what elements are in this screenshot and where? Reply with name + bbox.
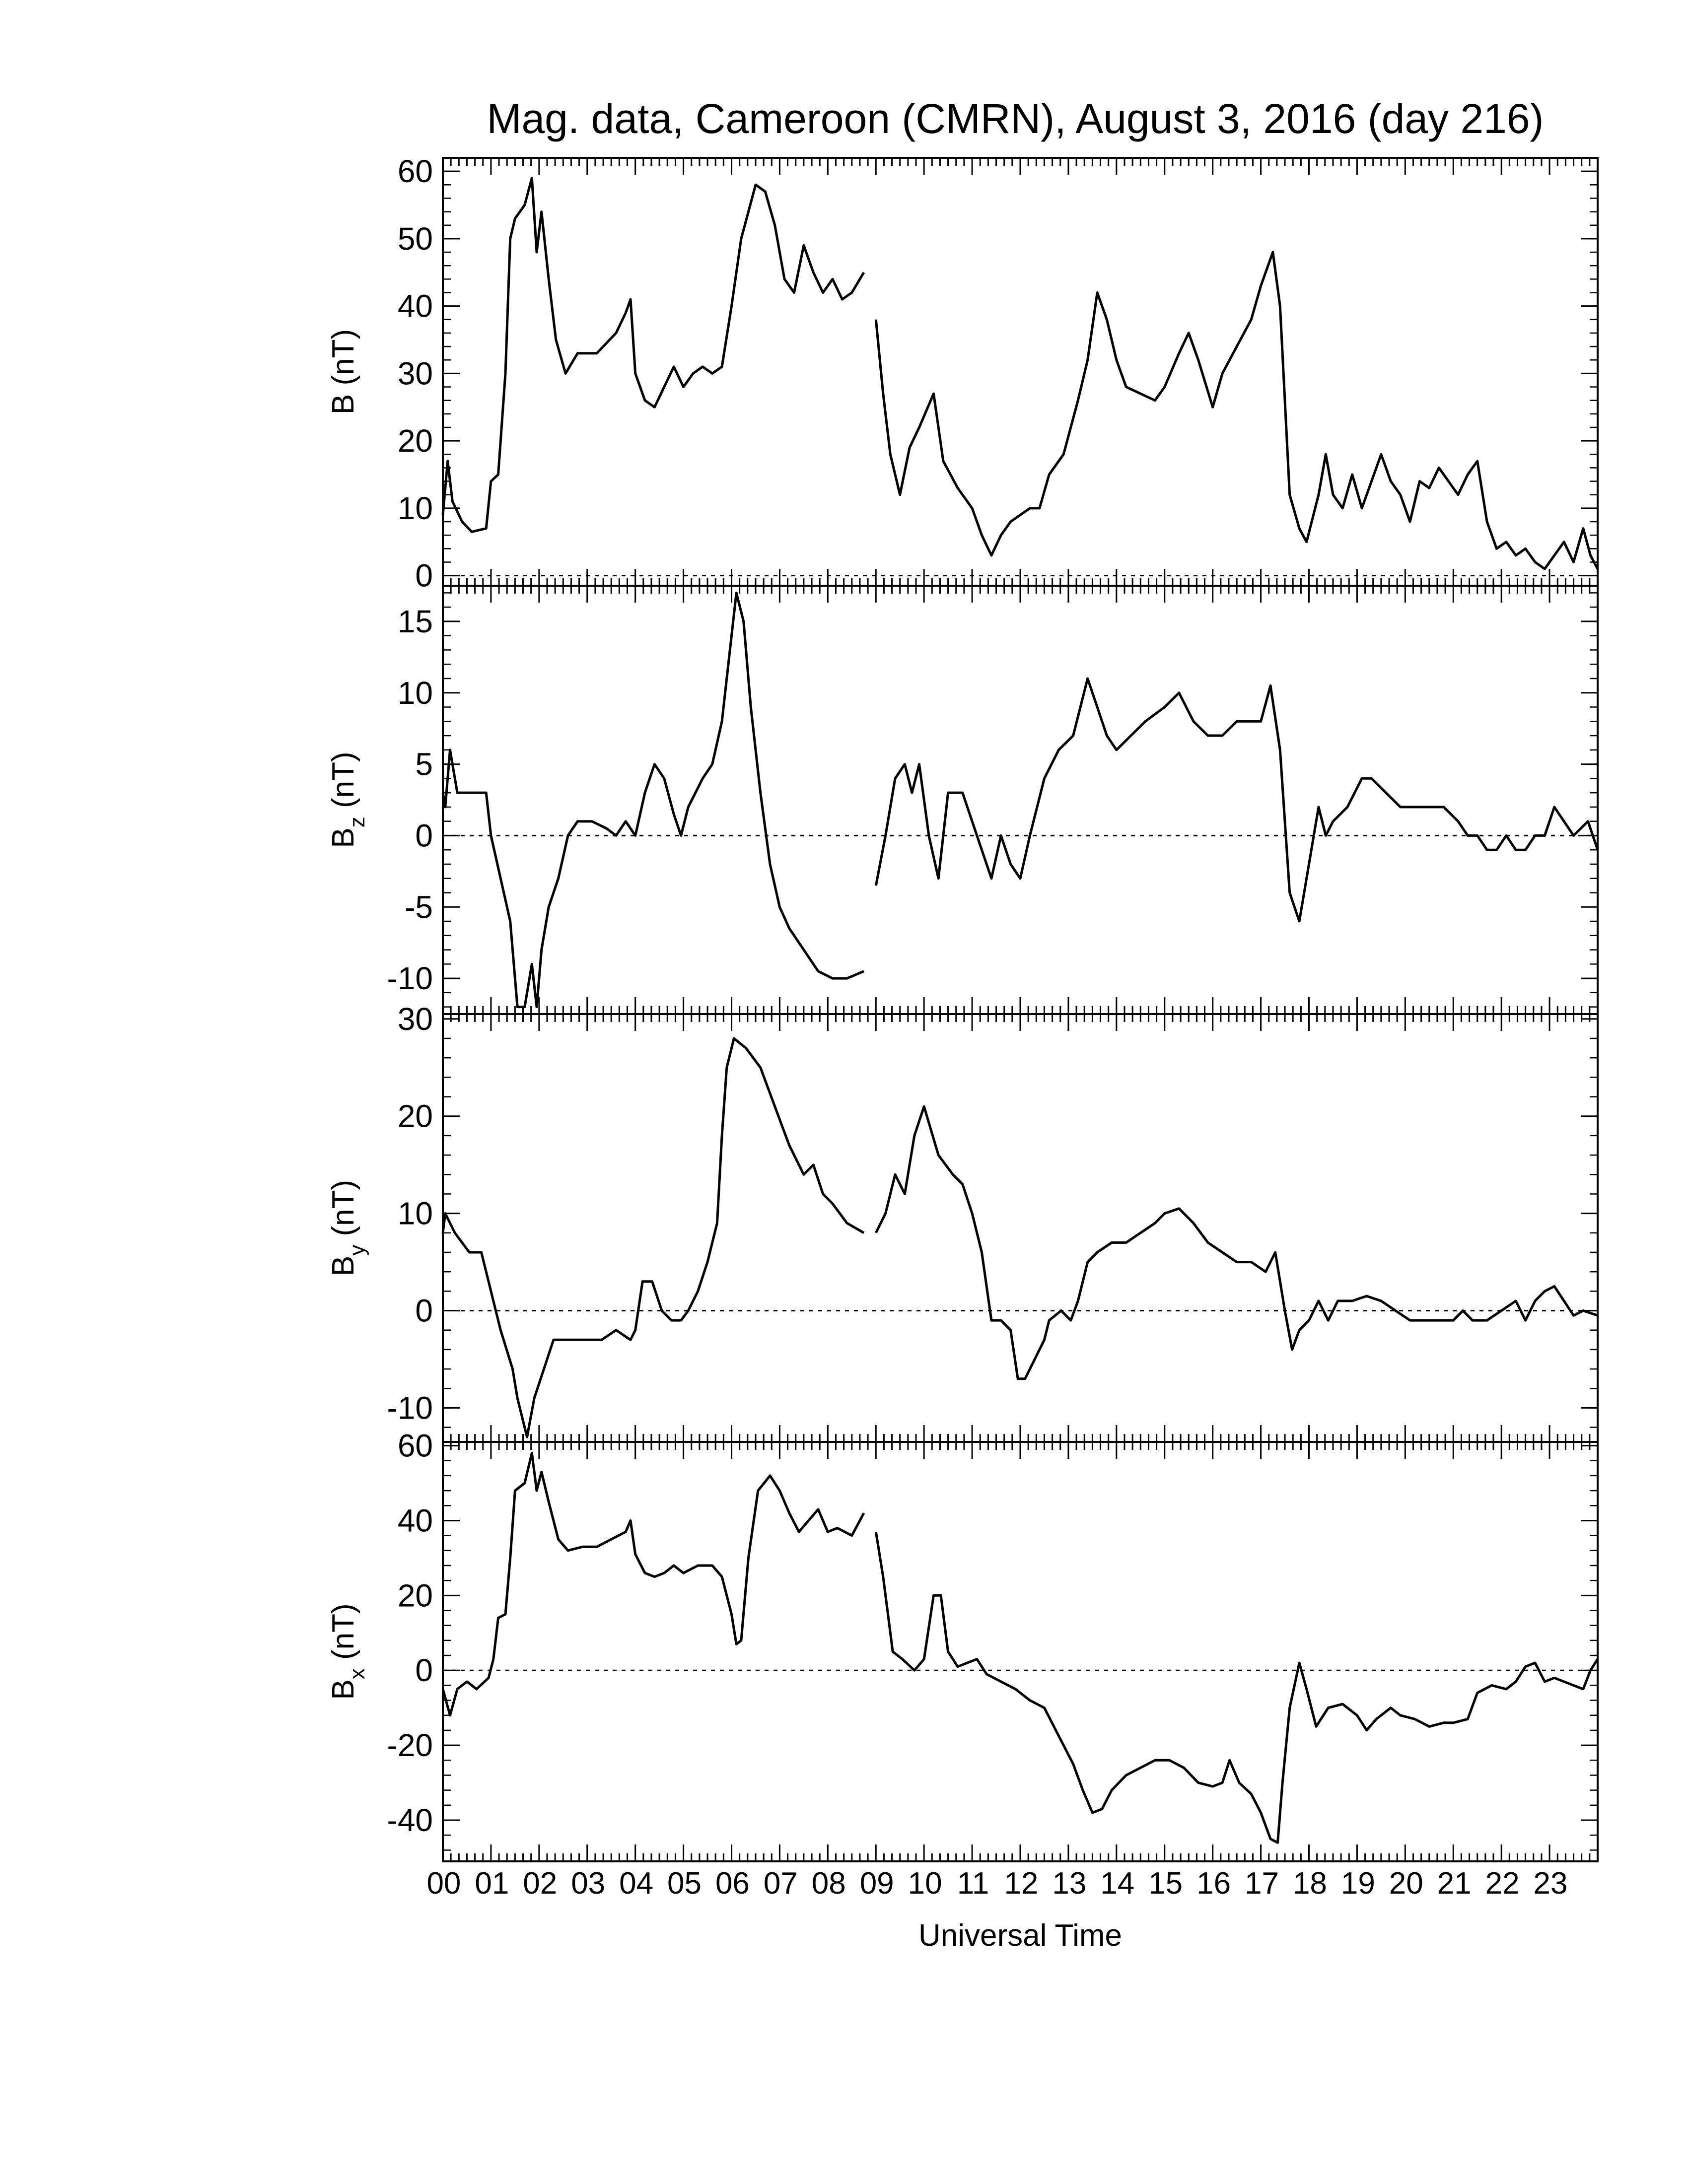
y-tick-label: 40 xyxy=(398,288,433,324)
y-label-main: B xyxy=(326,1679,360,1700)
x-axis-label: Universal Time xyxy=(918,1918,1122,1953)
y-tick-label: 0 xyxy=(415,818,433,853)
y-label-subscript: x xyxy=(345,1668,369,1679)
x-tick-label: 20 xyxy=(1389,1866,1423,1901)
y-label-unit: (nT) xyxy=(326,1603,360,1668)
y-tick-label: 0 xyxy=(415,1293,433,1329)
x-tick-label: 11 xyxy=(957,1866,989,1901)
series-line-Bz xyxy=(874,677,1599,923)
x-tick-label: 07 xyxy=(764,1866,798,1901)
y-axis-label: By (nT) xyxy=(326,1180,369,1276)
y-tick-label: 40 xyxy=(398,1502,433,1538)
series-line-B xyxy=(441,177,865,533)
y-label-unit: (nT) xyxy=(326,751,360,817)
y-tick-label: 10 xyxy=(398,1196,433,1231)
y-tick-label: 10 xyxy=(398,675,433,711)
x-tick-label: 17 xyxy=(1245,1866,1279,1901)
y-label-main: B xyxy=(326,827,360,848)
x-tick-label: 15 xyxy=(1148,1866,1183,1901)
y-label-subscript: z xyxy=(345,817,369,827)
x-tick-label: 16 xyxy=(1196,1866,1231,1901)
y-label-subscript: y xyxy=(345,1245,369,1256)
y-tick-label: -10 xyxy=(387,960,433,996)
series-line-Bx xyxy=(874,1531,1599,1844)
y-tick-label: 10 xyxy=(398,490,433,526)
series-line-B xyxy=(874,251,1599,570)
x-tick-label: 03 xyxy=(571,1866,605,1901)
x-tick-label: 22 xyxy=(1485,1866,1520,1901)
x-tick-label: 18 xyxy=(1293,1866,1327,1901)
x-tick-label: 23 xyxy=(1534,1866,1568,1901)
y-tick-label: -40 xyxy=(387,1802,433,1838)
panel-Bx: -40 -20 0 20 40 60 Bx (nT) xyxy=(326,1428,1599,1862)
y-tick-label: -20 xyxy=(387,1727,433,1763)
y-tick-label: 0 xyxy=(415,558,433,594)
y-label-unit: (nT) xyxy=(326,329,360,394)
y-tick-label: 30 xyxy=(398,355,433,391)
y-tick-label: 30 xyxy=(398,1001,433,1037)
x-tick-label: 05 xyxy=(667,1866,702,1901)
y-axis-label: Bz (nT) xyxy=(326,751,369,848)
x-tick-label: 01 xyxy=(475,1866,509,1901)
y-tick-label: 20 xyxy=(398,1577,433,1613)
series-line-By xyxy=(441,1037,865,1438)
x-tick-label: 09 xyxy=(860,1866,894,1901)
x-tick-label: 14 xyxy=(1100,1866,1134,1901)
y-axis-label: Bx (nT) xyxy=(326,1603,369,1700)
y-axis-label: B (nT) xyxy=(326,329,360,414)
y-tick-label: 50 xyxy=(398,221,433,257)
x-tick-label: 21 xyxy=(1437,1866,1472,1901)
y-label-main: B xyxy=(326,394,360,414)
x-tick-label: 08 xyxy=(812,1866,846,1901)
x-tick-label: 13 xyxy=(1052,1866,1086,1901)
y-tick-label: 0 xyxy=(415,1652,433,1688)
series-line-Bx xyxy=(441,1452,865,1717)
x-tick-label: 19 xyxy=(1341,1866,1375,1901)
x-tick-label: 02 xyxy=(523,1866,557,1901)
y-tick-label: 60 xyxy=(398,153,433,189)
series-line-By xyxy=(875,1105,1598,1380)
x-tick-label: 00 xyxy=(426,1866,461,1901)
y-label-unit: (nT) xyxy=(326,1180,360,1245)
y-tick-label: -5 xyxy=(405,889,433,925)
panel-Bz: -10 -5 0 5 10 15 Bz (nT) xyxy=(326,585,1599,1015)
panel-B: 0 10 20 30 40 50 60 B (nT) xyxy=(326,153,1599,594)
y-tick-label: 60 xyxy=(398,1428,433,1464)
y-tick-label: 20 xyxy=(398,423,433,459)
x-tick-label: 04 xyxy=(619,1866,653,1901)
y-tick-label: 5 xyxy=(415,747,433,782)
y-tick-label: 20 xyxy=(398,1098,433,1134)
series-line-Bz xyxy=(441,591,864,1009)
y-label-main: B xyxy=(326,1256,360,1276)
x-tick-label: 10 xyxy=(908,1866,942,1901)
y-tick-label: 15 xyxy=(398,604,433,639)
x-tick-label: 06 xyxy=(715,1866,750,1901)
x-tick-label: 12 xyxy=(1004,1866,1038,1901)
y-tick-label: -10 xyxy=(387,1390,433,1426)
chart-title: Mag. data, Cameroon (CMRN), August 3, 20… xyxy=(487,95,1544,142)
